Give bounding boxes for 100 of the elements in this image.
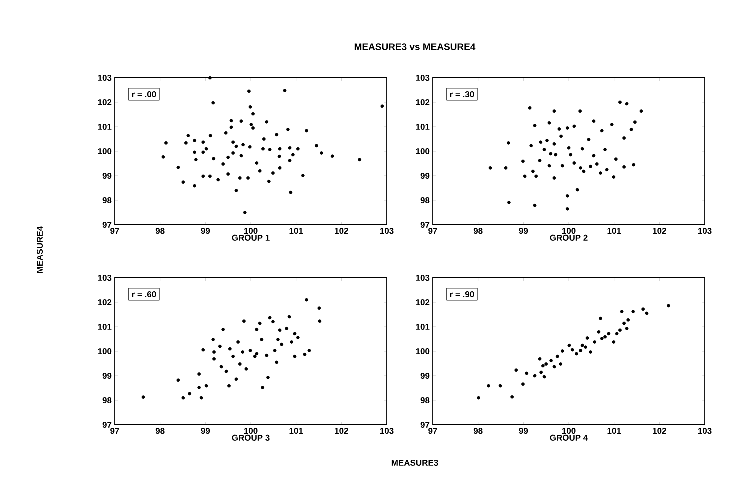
y-tick-label: 103 [416, 74, 430, 82]
x-axis-title: GROUP 2 [550, 234, 588, 241]
point [541, 364, 545, 368]
annotation: r = .00 [132, 91, 156, 98]
x-tick-label: 100 [244, 428, 258, 434]
point [612, 340, 616, 344]
point [542, 148, 546, 152]
point [293, 354, 297, 358]
y-tick-label: 97 [420, 222, 430, 228]
point [542, 375, 546, 379]
point [576, 188, 580, 192]
x-tick-label: 99 [519, 428, 528, 434]
y-tick-label: 99 [420, 373, 430, 380]
point [280, 342, 284, 346]
x-tick-label: 98 [474, 228, 483, 234]
point [182, 396, 186, 400]
point [305, 298, 308, 302]
point [200, 396, 204, 400]
point [552, 110, 556, 114]
point [198, 386, 202, 390]
point [255, 328, 259, 332]
point [275, 360, 279, 364]
point [236, 340, 240, 344]
point [592, 154, 596, 158]
x-tick-label: 102 [335, 428, 348, 434]
y-tick-label: 98 [102, 197, 112, 204]
point [589, 350, 592, 354]
point [615, 332, 619, 336]
point [599, 316, 602, 320]
point [632, 163, 636, 167]
x-tick-label: 99 [519, 228, 528, 234]
point [228, 384, 231, 388]
point [568, 344, 572, 348]
point [587, 138, 591, 142]
point [610, 123, 614, 126]
x-tick-label: 100 [562, 428, 576, 434]
point [558, 128, 562, 131]
x-tick-label: 101 [608, 428, 622, 434]
point [528, 106, 532, 110]
x-tick-label: 98 [156, 228, 165, 234]
point [566, 194, 570, 198]
point [548, 121, 552, 125]
point [273, 349, 277, 352]
point [293, 332, 297, 336]
point [559, 362, 563, 366]
point [477, 396, 480, 400]
point [552, 176, 556, 180]
point [633, 120, 637, 124]
point [607, 332, 611, 336]
point [560, 350, 564, 353]
y-tick-label: 103 [98, 274, 112, 282]
point [222, 328, 226, 332]
y-tick-label: 102 [98, 300, 112, 306]
point [198, 372, 202, 376]
y-tick-label: 98 [102, 398, 112, 404]
point [276, 338, 280, 342]
point [618, 328, 622, 332]
point [589, 164, 592, 168]
point [546, 139, 549, 142]
point [278, 328, 282, 332]
point [579, 166, 582, 170]
point [285, 327, 289, 330]
point [549, 152, 553, 156]
point [569, 153, 573, 157]
point [572, 162, 576, 165]
y-tick-label: 103 [416, 274, 430, 282]
point [550, 359, 554, 363]
point [507, 141, 510, 145]
point [523, 174, 527, 178]
point [534, 174, 538, 178]
point [266, 376, 270, 380]
x-tick-label: 97 [428, 428, 438, 434]
point [622, 322, 626, 326]
point [228, 347, 232, 351]
y-tick-label: 100 [416, 348, 430, 355]
point [244, 367, 248, 371]
x-tick-label: 101 [290, 228, 304, 234]
point [538, 159, 542, 163]
point [514, 368, 518, 372]
x-tick-label: 102 [335, 228, 348, 234]
x-tick-label: 102 [653, 228, 666, 234]
x-tick-label: 97 [428, 228, 438, 234]
point [618, 100, 622, 104]
point [288, 315, 292, 319]
y-tick-label: 101 [416, 324, 430, 330]
point [632, 310, 636, 314]
text: MEASURE3 [392, 460, 438, 466]
point [544, 362, 548, 366]
point [572, 124, 576, 128]
point [253, 354, 257, 358]
x-tick-label: 103 [380, 428, 394, 434]
point [614, 158, 618, 162]
x-tick-label: 100 [562, 228, 576, 234]
point [548, 164, 552, 168]
point [645, 312, 649, 316]
x-axis-title: GROUP 1 [232, 234, 270, 241]
point [242, 320, 246, 324]
point [592, 120, 596, 124]
point [204, 384, 208, 388]
x-tick-label: 97 [110, 228, 120, 234]
